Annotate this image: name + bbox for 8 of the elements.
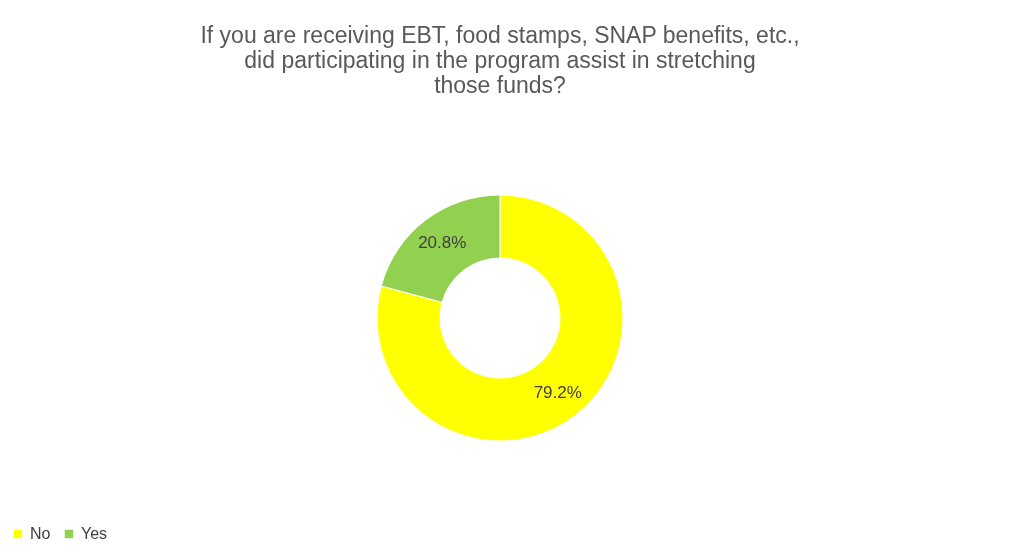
legend-label: Yes: [81, 525, 108, 542]
data-label: 20.8%: [418, 232, 467, 252]
data-label: 79.2%: [533, 383, 582, 403]
donut-slice: [376, 194, 624, 442]
legend-label: No: [30, 525, 51, 542]
text: those funds?: [434, 72, 566, 98]
text: did participating in the program assist in stretching: [244, 47, 756, 73]
text: If you are receiving EBT, food stamps, SNAP benefits, etc.,: [200, 22, 800, 48]
